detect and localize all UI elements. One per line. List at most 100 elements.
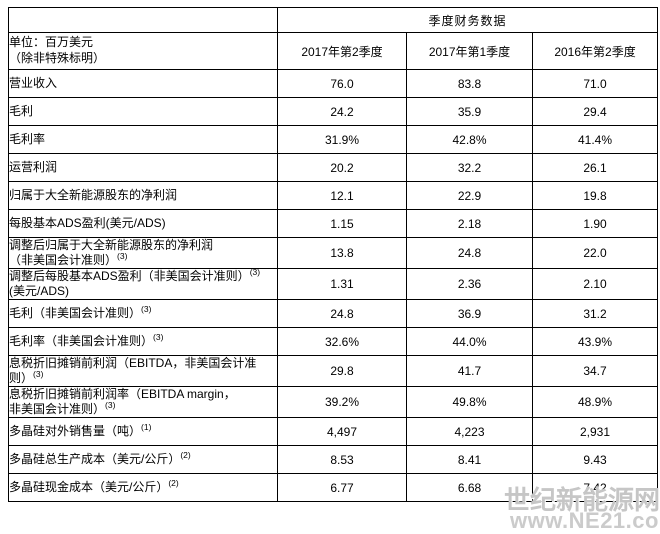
row-label-cell: 毛利（非美国会计准则）(3) [8,299,278,328]
column-header-2017-q2: 2017年第2季度 [277,32,407,70]
row-label: 多晶硅对外销售量（吨） [9,424,142,438]
value-2016-q2: 1.90 [531,209,659,238]
row-label-cell: 息税折旧摊销前利润（EBITDA，非美国会计准 则）(3) [8,355,278,387]
unit-label: 单位：百万美元 [9,35,94,50]
row-label-cell: 毛利率 [8,125,278,154]
row-label-line2: 非美国会计准则） [9,402,106,416]
value-2016-q2: 48.9% [531,386,659,418]
value-2016-q2: 2.10 [531,268,659,300]
value-2017-q2: 1.15 [277,209,407,238]
value-2017-q1: 83.8 [406,69,533,98]
table-row: 息税折旧摊销前利润率（EBITDA margin， 非美国会计准则）(3) 39.… [8,386,659,418]
table-row: 多晶硅对外销售量（吨）(1) 4,497 4,223 2,931 [8,417,659,446]
value-2017-q1: 42.8% [406,125,533,154]
value-2017-q2: 4,497 [277,417,407,446]
row-label-cell: 调整后归属于大全新能源股东的净利润 （非美国会计准则）(3) [8,237,278,269]
row-label-superscript: (1) [141,422,152,432]
table-row: 调整后归属于大全新能源股东的净利润 （非美国会计准则）(3) 13.8 24.8 … [8,237,659,269]
table-row: 多晶硅现金成本（美元/公斤）(2) 6.77 6.68 7.42 [8,473,659,502]
value-2017-q1: 22.9 [406,181,533,210]
row-label: 多晶硅现金成本（美元/公斤） [9,480,169,494]
row-label-superscript: (3) [141,304,152,314]
row-label-superscript: (3) [117,251,128,261]
row-label: 归属于大全新能源股东的净利润 [9,188,178,202]
row-label: 运营利润 [9,160,58,174]
value-2017-q1: 2.18 [406,209,533,238]
value-2017-q1: 36.9 [406,299,533,328]
row-label: 营业收入 [9,76,58,90]
row-label-line2: （非美国会计准则） [9,253,118,267]
value-2016-q2: 26.1 [531,153,659,182]
row-label: 息税折旧摊销前利润（EBITDA，非美国会计准 [9,356,257,371]
row-label: 每股基本ADS盈利(美元/ADS) [9,216,166,230]
value-2016-q2: 43.9% [531,327,659,356]
unit-note: （除非特殊标明） [9,51,106,65]
value-2017-q1: 2.36 [406,268,533,300]
row-label-cell: 调整后每股基本ADS盈利（非美国会计准则）(3) (美元/ADS) [8,268,278,300]
value-2016-q2: 34.7 [531,355,659,387]
table-row: 毛利 24.2 35.9 29.4 [8,97,659,126]
row-label: 毛利率（非美国会计准则） [9,334,154,348]
corner-cell [8,7,278,33]
row-label-cell: 运营利润 [8,153,278,182]
value-2017-q2: 12.1 [277,181,407,210]
value-2017-q1: 49.8% [406,386,533,418]
row-label-line2: 则） [9,371,34,385]
value-2017-q2: 8.53 [277,445,407,474]
table-row: 息税折旧摊销前利润（EBITDA，非美国会计准 则）(3) 29.8 41.7 3… [8,355,659,387]
column-header-2016-q2: 2016年第2季度 [531,32,659,70]
row-label-cell: 营业收入 [8,69,278,98]
value-2017-q1: 8.41 [406,445,533,474]
row-label-cell: 毛利 [8,97,278,126]
row-label-cell: 多晶硅对外销售量（吨）(1) [8,417,278,446]
value-2016-q2: 22.0 [531,237,659,269]
table-row: 毛利率（非美国会计准则）(3) 32.6% 44.0% 43.9% [8,327,659,356]
watermark-url: www.NE21.com [510,508,660,533]
row-label-superscript: (3) [33,369,44,379]
table-title-row: 季度财务数据 [8,7,659,33]
table-row: 运营利润 20.2 32.2 26.1 [8,153,659,182]
value-2017-q1: 6.68 [406,473,533,502]
row-label-cell: 多晶硅现金成本（美元/公斤）(2) [8,473,278,502]
value-2017-q1: 32.2 [406,153,533,182]
value-2017-q2: 20.2 [277,153,407,182]
value-2017-q2: 6.77 [277,473,407,502]
table-row: 毛利（非美国会计准则）(3) 24.8 36.9 31.2 [8,299,659,328]
row-label: 毛利（非美国会计准则） [9,306,142,320]
table-row: 多晶硅总生产成本（美元/公斤）(2) 8.53 8.41 9.43 [8,445,659,474]
value-2016-q2: 41.4% [531,125,659,154]
table-row: 营业收入 76.0 83.8 71.0 [8,69,659,98]
row-label-superscript: (2) [168,478,179,488]
row-label: 息税折旧摊销前利润率（EBITDA margin， [9,387,236,402]
row-label-cell: 归属于大全新能源股东的净利润 [8,181,278,210]
value-2017-q2: 24.8 [277,299,407,328]
table-header-row: 单位：百万美元 （除非特殊标明） 2017年第2季度 2017年第1季度 201… [8,32,659,70]
page: 季度财务数据 单位：百万美元 （除非特殊标明） 2017年第2季度 2017年第… [8,7,660,532]
row-label-line2: (美元/ADS) [9,284,70,298]
column-header-2017-q1: 2017年第1季度 [406,32,533,70]
value-2017-q2: 24.2 [277,97,407,126]
value-2017-q2: 13.8 [277,237,407,269]
row-label-superscript: (3) [249,268,261,277]
value-2017-q1: 35.9 [406,97,533,126]
row-label: 毛利 [9,104,34,118]
table-title: 季度财务数据 [276,7,659,33]
value-2017-q1: 24.8 [406,237,533,269]
table-row: 每股基本ADS盈利(美元/ADS) 1.15 2.18 1.90 [8,209,659,238]
row-label: 多晶硅总生产成本（美元/公斤） [9,452,181,466]
value-2016-q2: 9.43 [531,445,659,474]
value-2017-q2: 31.9% [277,125,407,154]
table-row: 调整后每股基本ADS盈利（非美国会计准则）(3) (美元/ADS) 1.31 2.… [8,268,659,300]
row-label: 调整后每股基本ADS盈利（非美国会计准则） [9,269,250,284]
value-2017-q1: 44.0% [406,327,533,356]
value-2017-q1: 4,223 [406,417,533,446]
value-2017-q2: 29.8 [277,355,407,387]
row-label-cell: 多晶硅总生产成本（美元/公斤）(2) [8,445,278,474]
unit-cell: 单位：百万美元 （除非特殊标明） [8,32,278,70]
row-label-cell: 每股基本ADS盈利(美元/ADS) [8,209,278,238]
row-label-superscript: (3) [153,332,164,342]
value-2017-q2: 1.31 [277,268,407,300]
row-label-cell: 息税折旧摊销前利润率（EBITDA margin， 非美国会计准则）(3) [8,386,278,418]
value-2017-q2: 76.0 [277,69,407,98]
value-2016-q2: 19.8 [531,181,659,210]
